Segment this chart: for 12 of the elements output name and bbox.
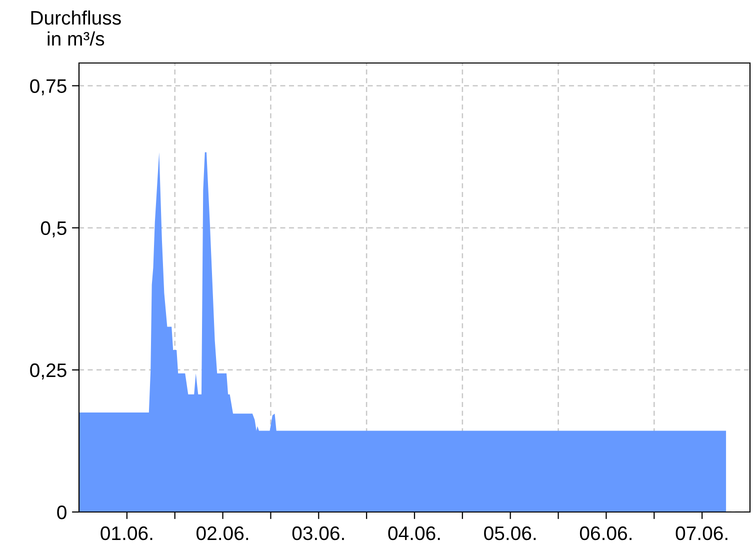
y-tick-label: 0,5 — [40, 221, 66, 238]
x-tick-label: 02.06. — [196, 526, 248, 540]
y-tick-label: 0,75 — [30, 79, 66, 96]
x-tick-label: 03.06. — [292, 526, 344, 540]
y-tick-label: 0,25 — [30, 363, 66, 380]
x-tick-label: 06.06. — [580, 526, 632, 540]
x-tick-label: 07.06. — [676, 526, 728, 540]
y-axis-title: Durchfluss in m³/s — [31, 10, 121, 46]
y-tick-label: 0 — [57, 505, 66, 520]
x-tick-label: 04.06. — [388, 526, 440, 540]
x-tick-label: 05.06. — [484, 526, 536, 540]
x-tick-label: 01.06. — [100, 526, 152, 540]
